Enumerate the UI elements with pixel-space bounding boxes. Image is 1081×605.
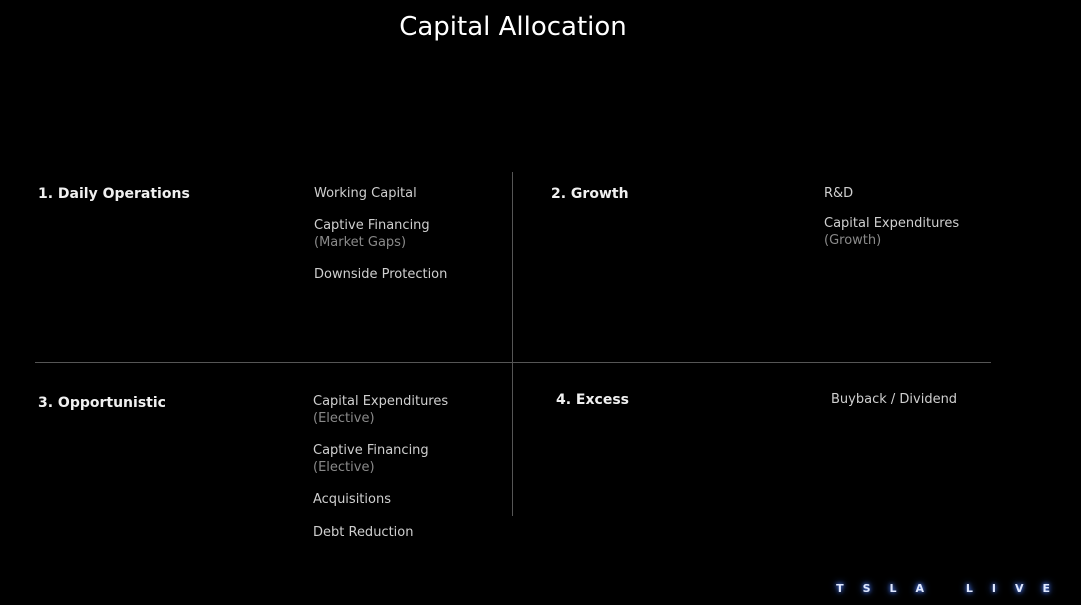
list-item: Capital Expenditures (Elective) [313, 393, 448, 427]
item-label: Working Capital [314, 186, 417, 201]
quadrant-3-heading: 3. Opportunistic [38, 395, 166, 411]
item-label: Debt Reduction [313, 525, 414, 540]
quadrant-4-heading: 4. Excess [556, 392, 629, 408]
item-sublabel: (Market Gaps) [314, 235, 407, 250]
list-item: Downside Protection [314, 266, 447, 283]
list-item: Debt Reduction [313, 524, 448, 541]
quadrant-1-list: Working Capital Captive Financing (Market… [314, 185, 447, 298]
tsla-live-logo: TSLA LIVE [836, 582, 1069, 595]
item-label: Buyback / Dividend [831, 392, 958, 407]
quadrant-1-heading: 1. Daily Operations [38, 186, 190, 202]
list-item: Working Capital [314, 185, 447, 202]
item-label: Acquisitions [313, 492, 391, 507]
item-label: Captive Financing [314, 218, 430, 233]
page-title: Capital Allocation [399, 12, 627, 42]
item-sublabel: (Growth) [824, 233, 882, 248]
item-sublabel: (Elective) [313, 411, 375, 426]
quadrant-2-list: R&D Capital Expenditures (Growth) [824, 185, 959, 264]
quadrant-2-heading: 2. Growth [551, 186, 629, 202]
list-item: Capital Expenditures (Growth) [824, 215, 959, 249]
quadrant-3-list: Capital Expenditures (Elective) Captive F… [313, 393, 448, 556]
list-item: Captive Financing (Market Gaps) [314, 217, 447, 251]
item-label: Captive Financing [313, 443, 429, 458]
list-item: Captive Financing (Elective) [313, 442, 448, 476]
item-label: Capital Expenditures [313, 394, 449, 409]
horizontal-divider [35, 362, 991, 363]
list-item: Buyback / Dividend [831, 391, 957, 408]
item-label: Downside Protection [314, 267, 448, 282]
quadrant-4-list: Buyback / Dividend [831, 391, 957, 423]
list-item: R&D [824, 185, 959, 202]
item-sublabel: (Elective) [313, 460, 375, 475]
item-label: Capital Expenditures [824, 216, 960, 231]
vertical-divider [512, 172, 513, 516]
list-item: Acquisitions [313, 491, 448, 508]
item-label: R&D [824, 186, 854, 201]
